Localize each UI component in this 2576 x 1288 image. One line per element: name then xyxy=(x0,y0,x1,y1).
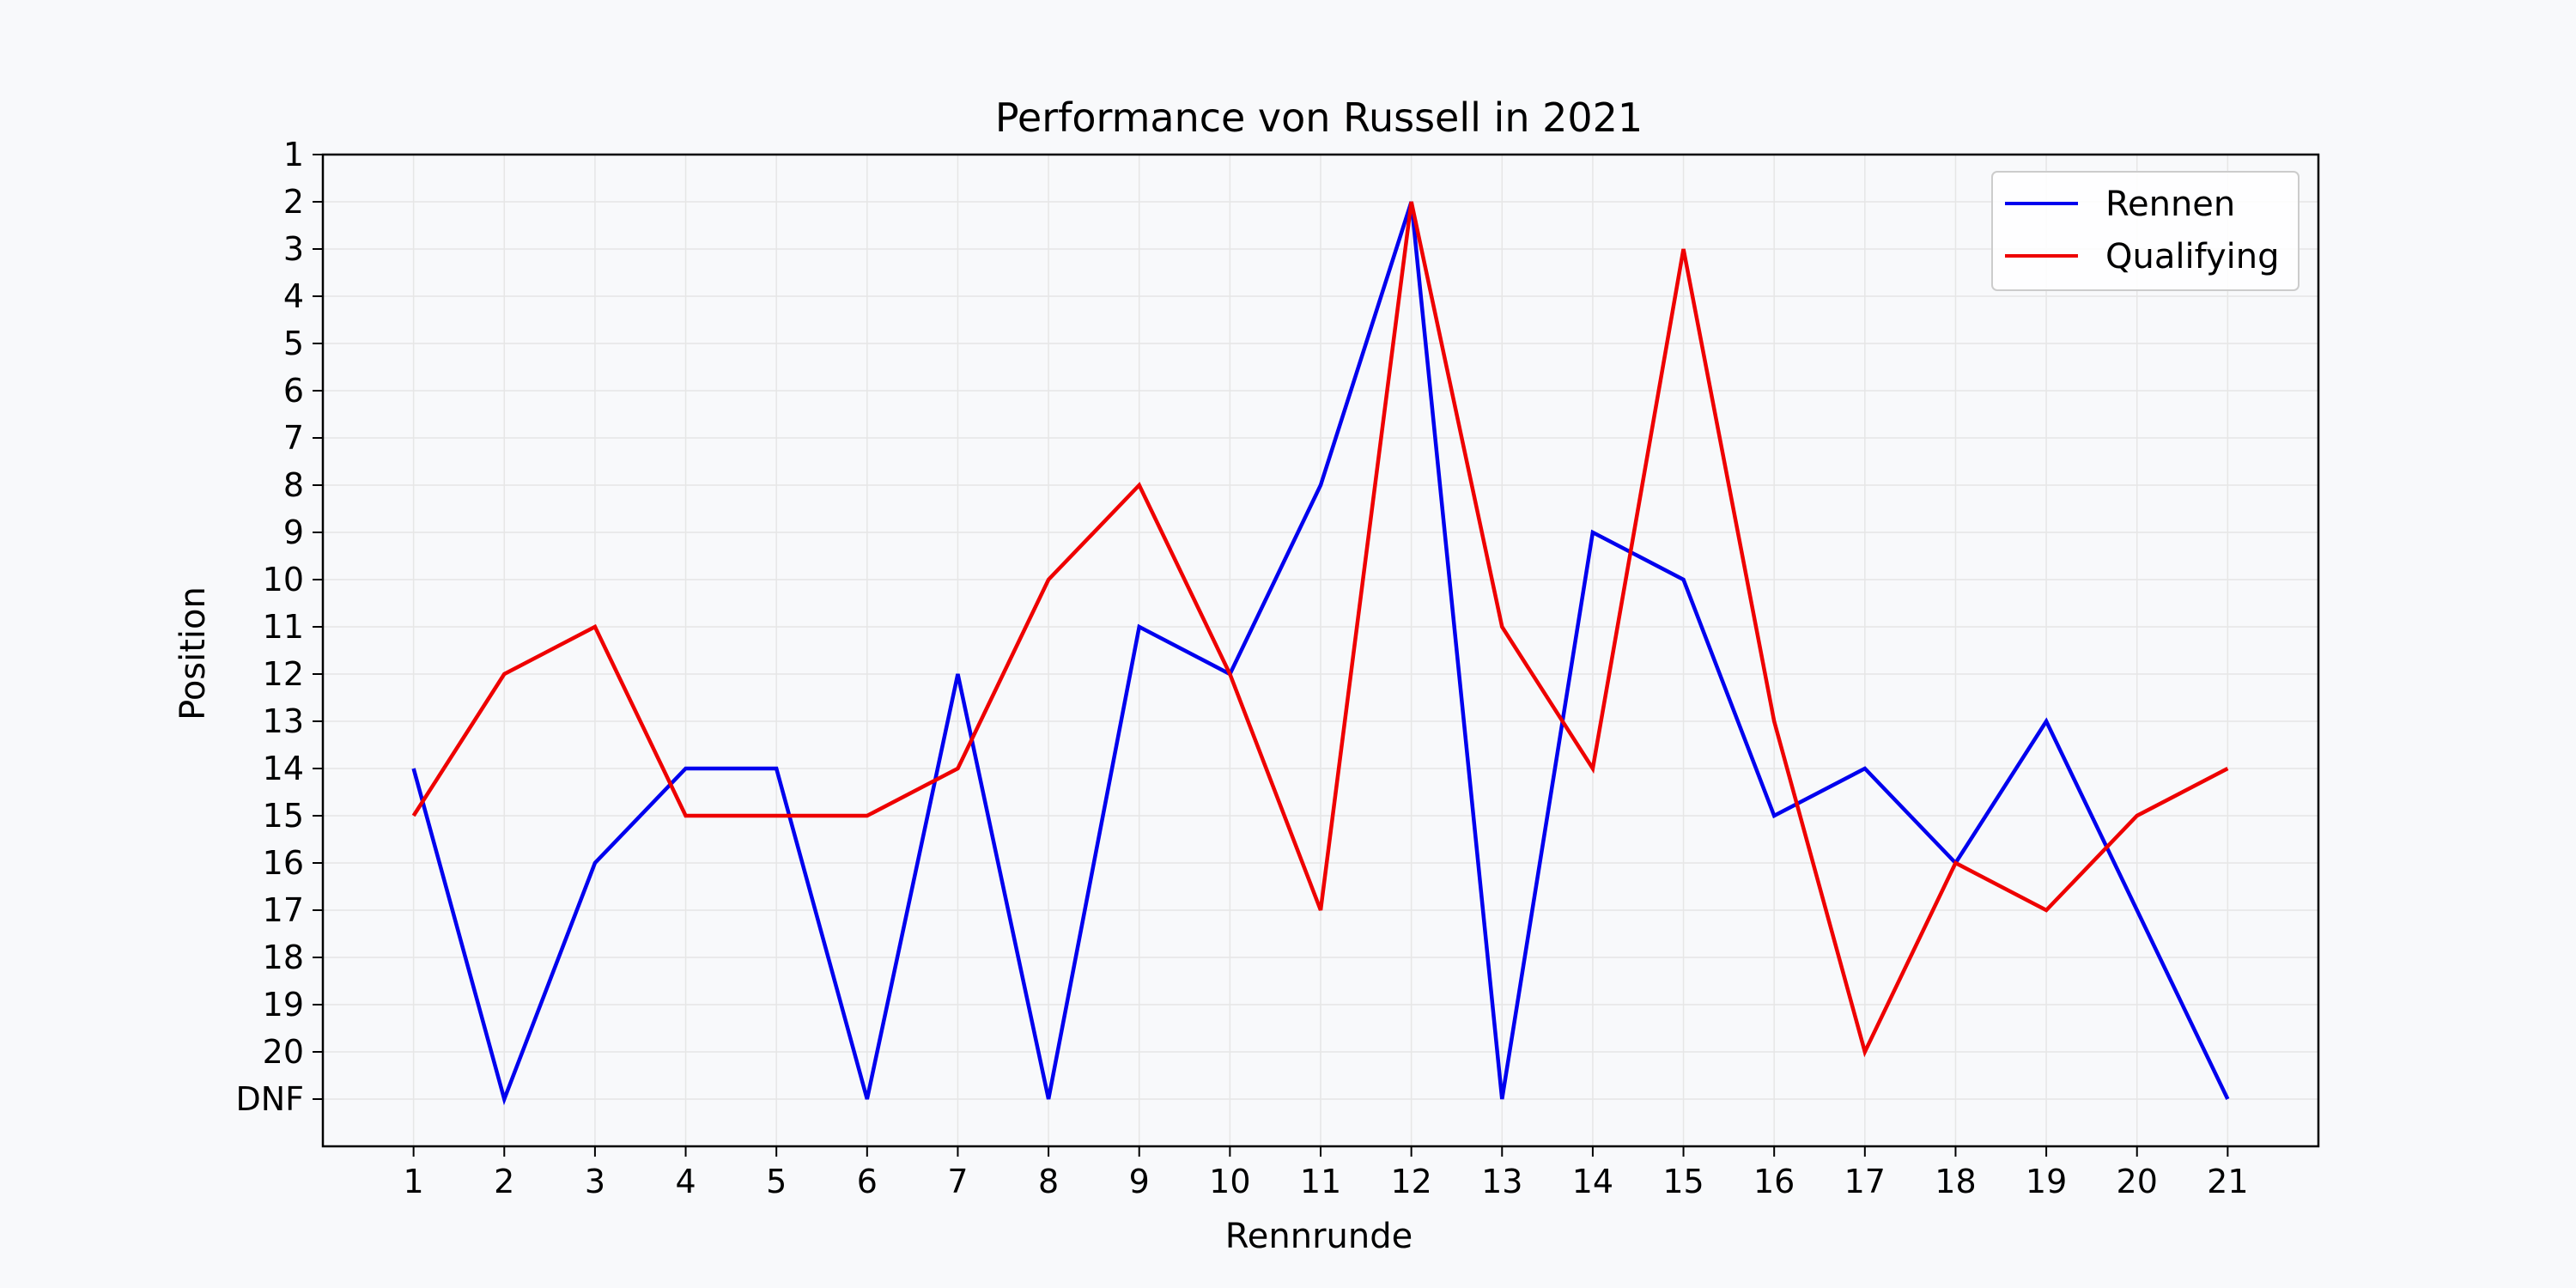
legend-label-rennen: Rennen xyxy=(2105,185,2235,224)
x-axis-label: Rennrunde xyxy=(1225,1217,1413,1256)
chart-title: Performance von Russell in 2021 xyxy=(995,94,1643,141)
x-tick-label: 9 xyxy=(1129,1163,1150,1200)
y-tick-label: 4 xyxy=(283,277,304,315)
x-tick-label: 10 xyxy=(1209,1163,1250,1200)
x-axis-ticks: 1 2 3 4 5 6 7 8 9 10 11 12 13 14 15 16 17 18 19 20 21 xyxy=(404,1146,2249,1200)
x-tick-label: 17 xyxy=(1844,1163,1886,1200)
x-tick-label: 21 xyxy=(2207,1163,2248,1200)
x-tick-label: 13 xyxy=(1481,1163,1522,1200)
x-tick-label: 20 xyxy=(2117,1163,2158,1200)
x-tick-label: 5 xyxy=(766,1163,787,1200)
y-tick-label: 9 xyxy=(283,513,304,551)
x-tick-label: 18 xyxy=(1935,1163,1976,1200)
y-tick-label: 8 xyxy=(283,466,304,504)
y-tick-label: 1 xyxy=(283,136,304,173)
y-tick-label: DNF xyxy=(235,1080,304,1118)
y-tick-label: 13 xyxy=(263,702,304,740)
x-tick-label: 16 xyxy=(1753,1163,1795,1200)
y-tick-label: 6 xyxy=(283,372,304,410)
x-tick-label: 1 xyxy=(404,1163,424,1200)
series-layer xyxy=(411,201,2230,1106)
x-tick-label: 14 xyxy=(1572,1163,1613,1200)
y-tick-label: 17 xyxy=(263,891,304,929)
y-tick-label: 11 xyxy=(263,608,304,646)
y-tick-label: 15 xyxy=(263,797,304,835)
y-tick-label: 16 xyxy=(263,844,304,882)
legend-box xyxy=(1991,171,2300,291)
y-tick-label: 12 xyxy=(263,655,304,693)
grid xyxy=(323,154,2318,1146)
x-tick-label: 8 xyxy=(1038,1163,1059,1200)
x-tick-label: 4 xyxy=(675,1163,696,1200)
y-tick-label: 10 xyxy=(263,561,304,598)
legend: Rennen Qualifying xyxy=(1991,171,2300,291)
x-tick-label: 12 xyxy=(1390,1163,1431,1200)
x-tick-label: 2 xyxy=(494,1163,514,1200)
y-tick-label: 20 xyxy=(263,1033,304,1071)
y-tick-label: 14 xyxy=(263,750,304,787)
y-tick-label: 18 xyxy=(263,939,304,976)
y-tick-label: 5 xyxy=(283,325,304,362)
series-line-rennen xyxy=(411,201,2230,1106)
legend-label-qualifying: Qualifying xyxy=(2105,237,2279,276)
x-tick-label: 7 xyxy=(947,1163,968,1200)
series-line-qualifying xyxy=(411,201,2229,1058)
y-tick-label: 19 xyxy=(263,986,304,1024)
x-tick-label: 15 xyxy=(1662,1163,1704,1200)
x-tick-label: 11 xyxy=(1300,1163,1341,1200)
y-tick-label: 2 xyxy=(283,183,304,221)
y-axis-label: Position xyxy=(173,586,213,720)
x-tick-label: 3 xyxy=(585,1163,605,1200)
y-tick-label: 7 xyxy=(283,419,304,457)
y-tick-label: 3 xyxy=(283,230,304,268)
x-tick-label: 19 xyxy=(2026,1163,2067,1200)
x-tick-label: 6 xyxy=(857,1163,878,1200)
